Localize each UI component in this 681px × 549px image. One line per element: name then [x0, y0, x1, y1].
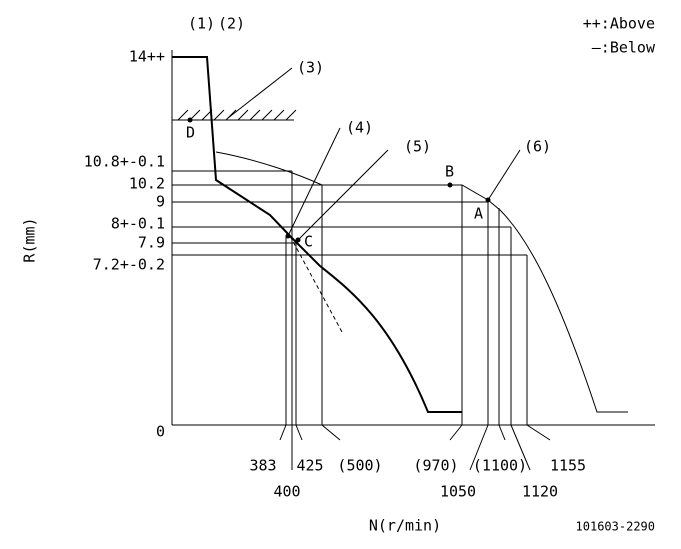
point-label: D	[186, 124, 195, 142]
callout: (3)	[297, 59, 324, 77]
x-label: 383	[249, 457, 276, 475]
y-label: 7.2+-0.2	[93, 256, 165, 274]
y-label: 8+-0.1	[111, 215, 165, 233]
y-label: 0	[156, 423, 165, 441]
callout: (2)	[218, 15, 245, 33]
y-label: 9	[156, 193, 165, 211]
callout: (5)	[404, 138, 431, 156]
point-label: C	[304, 233, 313, 251]
y-label: 7.9	[138, 234, 165, 252]
callout: (4)	[346, 119, 373, 137]
x-label: 1120	[522, 483, 558, 501]
callout: (1)	[188, 15, 215, 33]
x-axis-title: N(r/min)	[369, 517, 441, 535]
x-label: (1100)	[473, 457, 527, 475]
drawing-code: 101603-2290	[576, 520, 655, 534]
y-label: 10.2	[129, 175, 165, 193]
x-label: (970)	[413, 457, 458, 475]
leaders	[227, 67, 521, 241]
point-label: A	[474, 205, 483, 223]
y-label: 14++	[129, 48, 165, 66]
point-dots	[187, 117, 491, 243]
axes	[171, 50, 655, 426]
callout: (6)	[524, 138, 551, 156]
y-label: 10.8+-0.1	[84, 153, 165, 171]
point-label: B	[445, 163, 454, 181]
reference-lines	[172, 170, 551, 471]
y-axis-title: R(mm)	[21, 217, 39, 262]
x-label: 400	[273, 483, 300, 501]
x-label: 1155	[550, 457, 586, 475]
x-label: 1050	[440, 483, 476, 501]
x-label: (500)	[337, 457, 382, 475]
legend-item: ++:Above	[583, 15, 655, 33]
full-load-curve	[172, 56, 462, 413]
upper-curve	[215, 151, 628, 413]
x-label: 425	[296, 457, 323, 475]
dashed-curve	[289, 235, 343, 333]
legend-item: —:Below	[592, 39, 656, 57]
